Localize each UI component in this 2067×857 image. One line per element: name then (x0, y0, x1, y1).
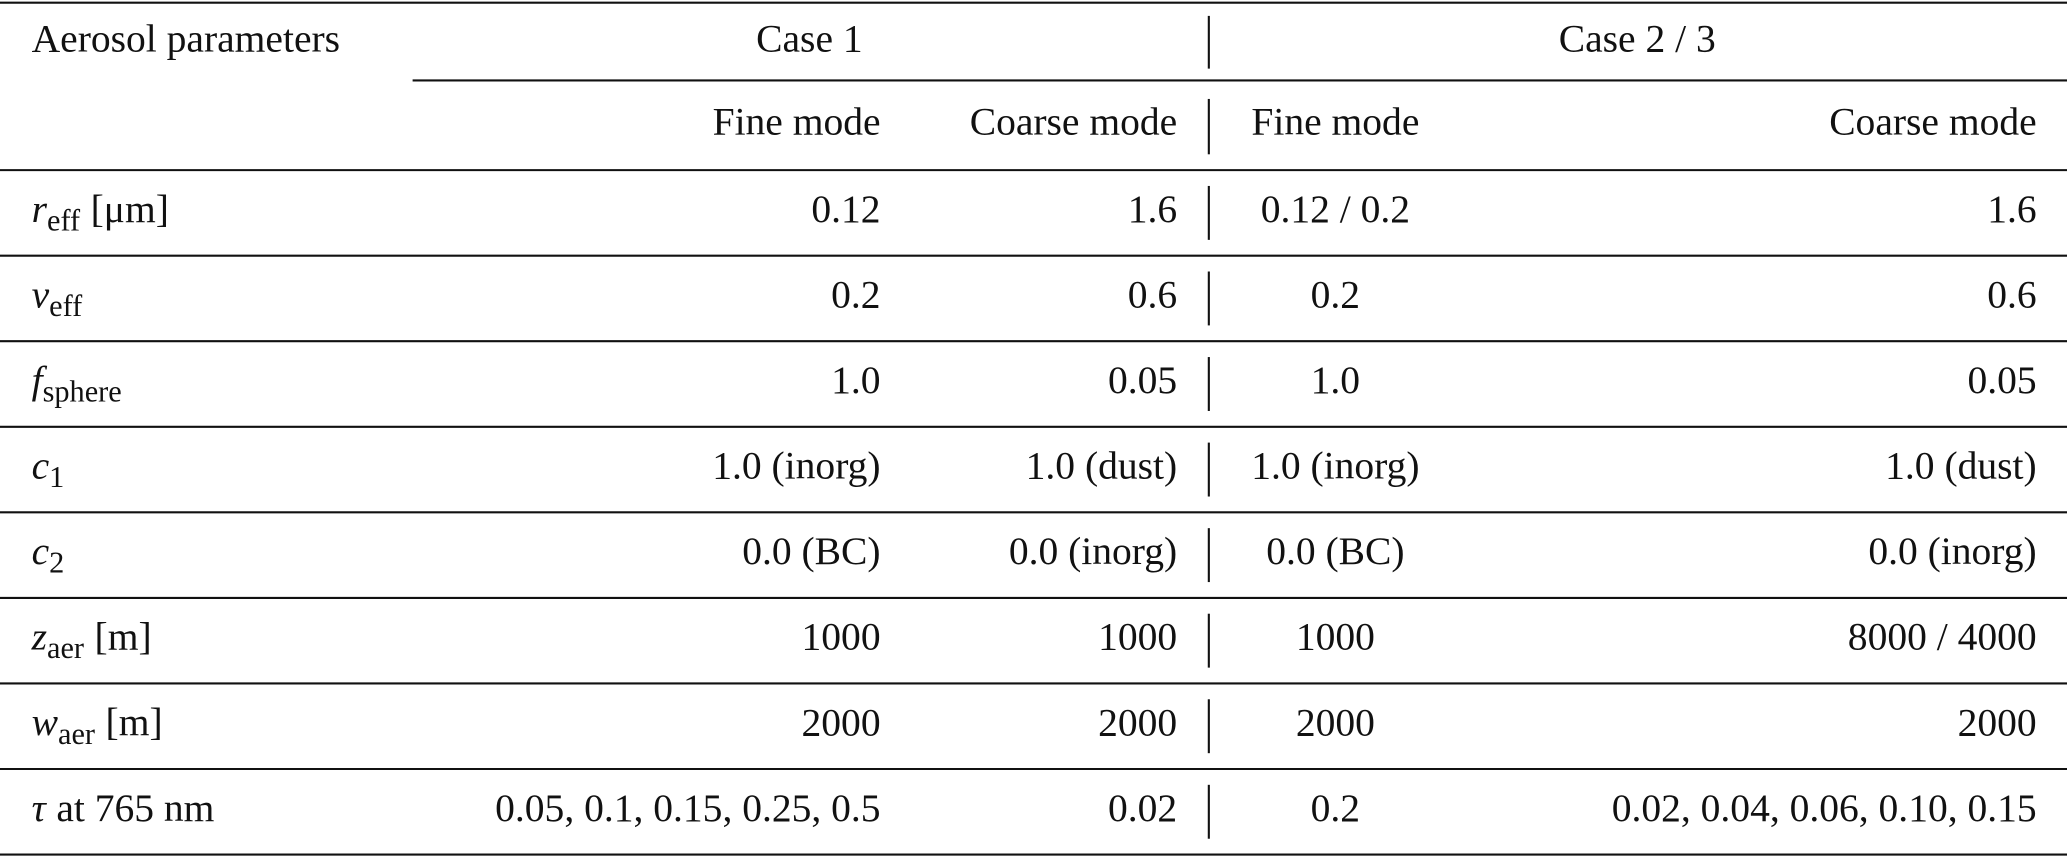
cell: 0.05 (1108, 358, 1177, 402)
cell: 0.6 (1128, 273, 1177, 317)
cell: 1.0 (dust) (1885, 444, 2037, 488)
symbol: w (32, 700, 59, 744)
column-header: Coarse mode (1829, 99, 2036, 143)
cell: 0.05, 0.1, 0.15, 0.25, 0.5 (495, 786, 880, 830)
row-label: fsphere (32, 358, 122, 408)
cell: 0.0 (inorg) (1868, 529, 2036, 573)
unit: [m] (106, 700, 163, 744)
cell: 1000 (1098, 615, 1177, 659)
symbol: c (32, 529, 50, 573)
symbol: r (32, 187, 48, 231)
cell: 0.12 (811, 187, 880, 231)
cell: 1000 (802, 615, 881, 659)
cell: 0.0 (BC) (1266, 529, 1404, 573)
symbol: τ (32, 786, 48, 830)
cell: 0.2 (1311, 273, 1360, 317)
cell: 1.0 (dust) (1026, 444, 1178, 488)
cell: 0.0 (inorg) (1009, 529, 1177, 573)
symbol: z (31, 615, 47, 659)
subscript: sphere (43, 375, 122, 409)
group-header: Case 2 / 3 (1559, 16, 1716, 60)
cell: 0.6 (1987, 273, 2036, 317)
cell: 0.0 (BC) (742, 529, 880, 573)
subscript: eff (47, 203, 81, 237)
group-header: Case 1 (756, 16, 863, 60)
cell: 0.2 (831, 273, 880, 317)
cell: 1000 (1296, 615, 1375, 659)
cell: 2000 (1098, 700, 1177, 744)
cell: 2000 (1958, 700, 2037, 744)
row-label: reff [μm] (32, 187, 169, 237)
cell: 1.0 (inorg) (712, 444, 880, 488)
unit: [μm] (91, 187, 169, 231)
subscript: aer (47, 631, 84, 665)
cell: 2000 (802, 700, 881, 744)
cell: 1.0 (831, 358, 880, 402)
column-header: Coarse mode (970, 99, 1177, 143)
cell: 1.0 (inorg) (1251, 444, 1419, 488)
subscript: eff (49, 289, 83, 323)
row-label: c2 (32, 529, 65, 579)
row-label: c1 (32, 444, 65, 494)
cell: 1.6 (1128, 187, 1177, 231)
cell: 1.6 (1987, 187, 2036, 231)
row-label: τ at 765 nm (32, 786, 215, 830)
column-header: Fine mode (713, 99, 881, 143)
cell: 0.02, 0.04, 0.06, 0.10, 0.15 (1612, 786, 2037, 830)
symbol: c (32, 444, 50, 488)
row-label: zaer [m] (31, 615, 152, 665)
subscript: 1 (49, 460, 64, 494)
cell: 0.2 (1311, 786, 1360, 830)
cell: 2000 (1296, 700, 1375, 744)
header-label: Aerosol parameters (32, 16, 340, 60)
subscript: 2 (49, 546, 64, 580)
cell: 0.12 / 0.2 (1261, 187, 1410, 231)
column-header: Fine mode (1251, 99, 1419, 143)
symbol: v (32, 273, 50, 317)
cell: 8000 / 4000 (1848, 615, 2037, 659)
unit: at 765 nm (56, 786, 214, 830)
row-label: veff (32, 273, 84, 323)
cell: 0.02 (1108, 786, 1177, 830)
unit: [m] (95, 615, 152, 659)
cell: 0.05 (1967, 358, 2036, 402)
row-label: waer [m] (32, 700, 163, 750)
cell: 1.0 (1311, 358, 1360, 402)
subscript: aer (58, 717, 95, 751)
